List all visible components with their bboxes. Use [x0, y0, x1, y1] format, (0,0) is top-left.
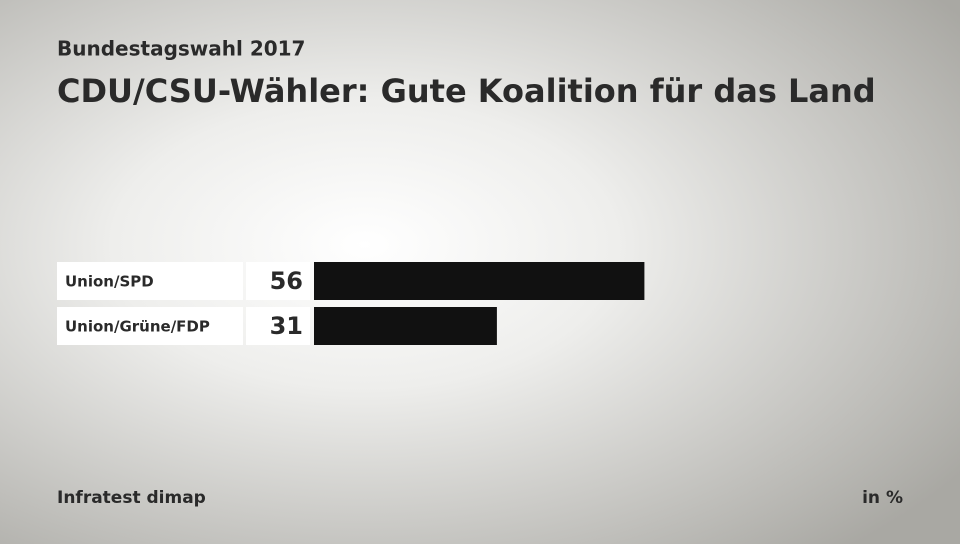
label-box	[57, 307, 243, 345]
value-label: 56	[270, 267, 303, 295]
source: Infratest dimap	[57, 488, 206, 508]
bar	[314, 307, 497, 345]
category-label: Union/SPD	[65, 273, 154, 291]
bar	[314, 262, 645, 300]
value-box	[246, 307, 310, 345]
category-label: Union/Grüne/FDP	[65, 318, 210, 336]
chart-subtitle: Bundestagswahl 2017	[57, 37, 305, 61]
unit: in %	[862, 488, 903, 508]
value-box	[246, 262, 310, 300]
chart-title: CDU/CSU-Wähler: Gute Koalition für das L…	[57, 72, 876, 110]
label-box	[57, 262, 243, 300]
value-label: 31	[270, 312, 303, 340]
